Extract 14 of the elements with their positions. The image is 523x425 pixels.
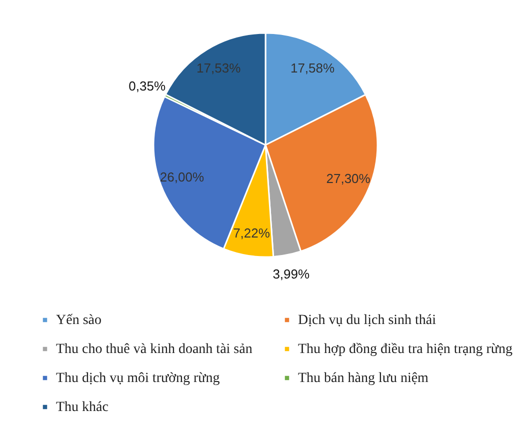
- data-label: 0,35%: [128, 78, 166, 94]
- data-label: 7,22%: [233, 226, 270, 240]
- data-label: 26,00%: [160, 169, 204, 184]
- legend-label: Thu bán hàng lưu niệm: [298, 371, 429, 386]
- legend-label: Dịch vụ du lịch sinh thái: [298, 313, 436, 328]
- legend-label: Thu hợp đồng điều tra hiện trạng rừng: [298, 342, 512, 357]
- data-label: 17,58%: [290, 60, 336, 76]
- legend-label: Thu cho thuê và kinh doanh tài sản: [56, 342, 252, 357]
- data-label: 27,30%: [326, 171, 371, 186]
- legend-label: Thu khác: [56, 400, 108, 415]
- legend-label: Yến sào: [56, 313, 102, 328]
- legend-label: Thu dịch vụ môi trường rừng: [56, 371, 220, 386]
- data-label: 3,99%: [272, 266, 310, 282]
- data-label: 17,53%: [196, 60, 242, 76]
